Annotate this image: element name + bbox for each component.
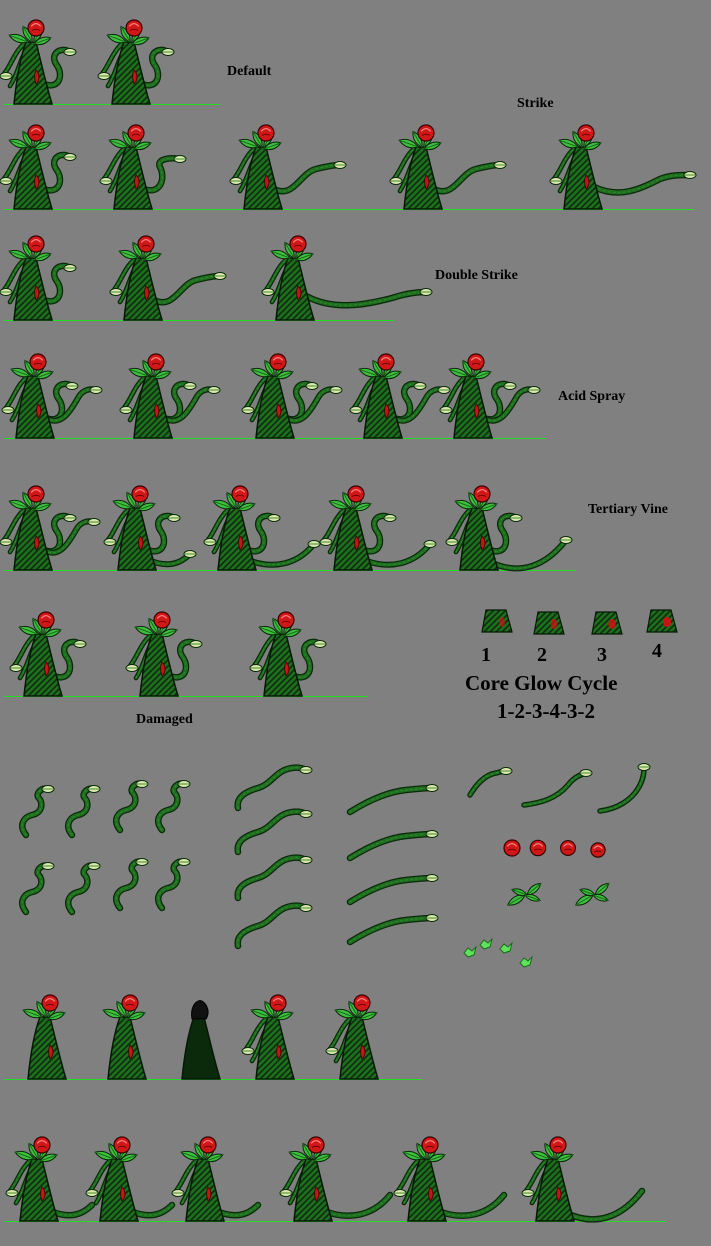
row8-frame-1	[5, 1136, 96, 1222]
loose-scurl-vine-5	[19, 862, 55, 916]
tertiary-vine-frame-5	[445, 485, 573, 572]
row7-frame-5	[325, 994, 380, 1080]
loose-scurl-vine-3	[113, 780, 149, 834]
acid-spray-frame-5	[439, 353, 541, 439]
row7-frame-2	[102, 994, 148, 1080]
loose-tip-vine-3	[597, 763, 651, 814]
damaged-frame-2	[125, 611, 203, 697]
loose-scurl-vine-2	[65, 785, 101, 839]
row8-frame-6	[521, 1136, 646, 1223]
loose-tip-vine-2	[521, 769, 593, 808]
core-glow-frame-1	[481, 609, 513, 633]
double-strike-frame-3	[261, 235, 433, 321]
loose-reach-vine-1	[346, 784, 439, 816]
loose-tip-vine-1	[467, 767, 513, 798]
label-strike: Strike	[517, 96, 554, 111]
strike-frame-5	[549, 124, 697, 210]
loose-flower-4	[590, 842, 606, 858]
loose-reach-vine-4	[346, 914, 439, 946]
acid-droplet-3	[499, 941, 513, 954]
loose-reach-vine-3	[346, 874, 439, 906]
acid-spray-frame-1	[1, 353, 103, 439]
tertiary-vine-frame-3	[203, 485, 321, 571]
row7-frame-3	[181, 1000, 222, 1080]
row8-frame-4	[279, 1136, 394, 1222]
tertiary-vine-frame-1	[0, 485, 101, 571]
acid-spray-frame-4	[349, 353, 451, 439]
ground-line-double-strike	[4, 320, 394, 321]
row8-frame-2	[85, 1136, 176, 1222]
damaged-frame-1	[9, 611, 87, 697]
core-glow-title: Core Glow Cycle	[465, 671, 618, 695]
core-frame-number-4: 4	[652, 640, 662, 662]
label-tertiary-vine: Tertiary Vine	[588, 502, 668, 517]
loose-scurl-vine-6	[65, 862, 101, 916]
core-glow-frame-4	[646, 609, 678, 633]
core-frame-number-3: 3	[597, 644, 607, 666]
default-frame-1	[0, 19, 77, 105]
ground-line-strike	[4, 209, 694, 210]
acid-droplet-1	[463, 945, 477, 958]
tertiary-vine-frame-2	[103, 485, 197, 571]
label-acid-spray: Acid Spray	[558, 389, 626, 404]
core-frame-number-1: 1	[481, 644, 491, 666]
strike-frame-1	[0, 124, 77, 210]
core-glow-frame-3	[591, 611, 623, 635]
loose-scurl-vine-4	[155, 780, 191, 834]
acid-spray-frame-2	[119, 353, 221, 439]
ground-line-tertiary-vine	[4, 570, 576, 571]
row8-frame-5	[393, 1136, 508, 1222]
acid-droplet-4	[519, 955, 533, 968]
loose-flower-1	[503, 839, 521, 857]
loose-long-vine-1	[234, 764, 313, 812]
loose-long-vine-3	[234, 854, 313, 902]
loose-long-vine-2	[234, 808, 313, 856]
strike-frame-2	[99, 124, 187, 210]
ground-line-row8	[4, 1221, 666, 1222]
loose-flower-3	[559, 839, 577, 857]
acid-spray-frame-3	[241, 353, 343, 439]
strike-frame-4	[389, 124, 507, 210]
damaged-frame-3	[249, 611, 327, 697]
default-frame-2	[97, 19, 175, 105]
label-default: Default	[227, 64, 272, 79]
loose-reach-vine-2	[346, 830, 439, 862]
core-frame-number-2: 2	[537, 644, 547, 666]
label-damaged: Damaged	[136, 712, 193, 727]
core-glow-sequence: 1-2-3-4-3-2	[497, 699, 595, 723]
row7-frame-4	[241, 994, 296, 1080]
loose-leaf-cluster-2	[574, 882, 610, 906]
acid-droplet-2	[479, 937, 493, 950]
loose-leaf-cluster-1	[506, 882, 542, 906]
loose-long-vine-4	[234, 902, 313, 950]
loose-scurl-vine-8	[155, 858, 191, 912]
tertiary-vine-frame-4	[319, 485, 437, 571]
row8-frame-3	[171, 1136, 262, 1222]
loose-scurl-vine-1	[19, 785, 55, 839]
loose-scurl-vine-7	[113, 858, 149, 912]
loose-flower-2	[529, 839, 547, 857]
label-double-strike: Double Strike	[435, 268, 518, 283]
double-strike-frame-2	[109, 235, 227, 321]
core-glow-frame-2	[533, 611, 565, 635]
row7-frame-1	[22, 994, 68, 1080]
double-strike-frame-1	[0, 235, 77, 321]
ground-line-damaged	[4, 696, 368, 697]
strike-frame-3	[229, 124, 347, 210]
